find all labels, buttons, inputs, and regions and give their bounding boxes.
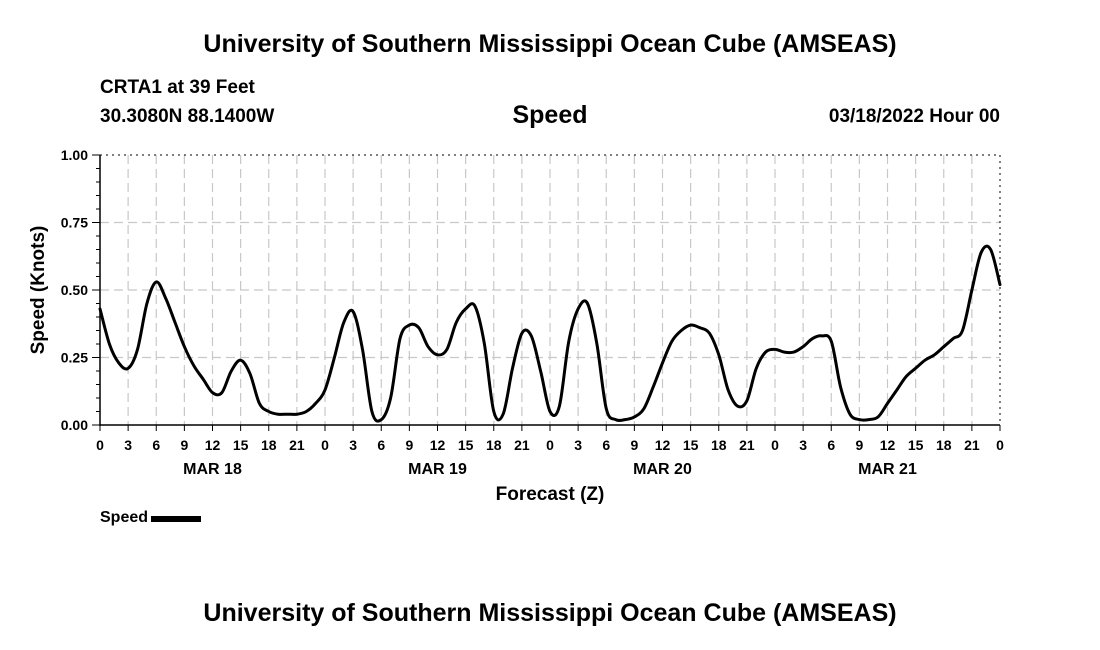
forecast-datetime: 03/18/2022 Hour 00 [828,106,1000,127]
x-tick-label: 15 [233,437,249,453]
y-tick-label: 0.25 [61,350,88,366]
x-tick-label: 21 [964,437,980,453]
x-tick-label: 21 [289,437,305,453]
x-tick-label: 3 [799,437,807,453]
x-tick-label: 18 [936,437,952,453]
x-tick-label: 18 [711,437,727,453]
x-tick-label: 6 [377,437,385,453]
x-tick-label: 0 [96,437,104,453]
series-line-speed [98,244,1002,423]
x-tick-label: 3 [349,437,357,453]
y-tick-label: 0.50 [61,282,88,298]
x-tick-label: 3 [574,437,582,453]
x-tick-label: 12 [205,437,221,453]
x-tick-label: 0 [546,437,554,453]
legend-label: Speed [100,509,149,526]
x-tick-label: 3 [124,437,132,453]
x-tick-label: 21 [739,437,755,453]
grid-lines [100,154,1001,425]
station-label: CRTA1 at 39 Feet [100,77,255,98]
series-group [98,244,1002,423]
legend: Speed [100,509,202,527]
x-day-label: MAR 20 [633,461,692,478]
x-tick-label: 0 [321,437,329,453]
x-tick-label: 15 [683,437,699,453]
x-day-label: MAR 21 [858,461,917,478]
footer-title: University of Southern Mississippi Ocean… [203,599,897,627]
x-tick-label: 6 [827,437,835,453]
x-tick-label: 21 [514,437,530,453]
x-tick-label: 9 [180,437,188,453]
x-tick-label: 9 [855,437,863,453]
y-axis-label: Speed (Knots) [28,226,49,355]
x-day-label: MAR 19 [408,461,467,478]
axis-labels: Forecast (Z) Speed (Knots) [28,226,604,505]
y-tick-label: 0.00 [61,417,88,433]
y-tick-label: 1.00 [61,147,88,163]
x-tick-label: 18 [261,437,277,453]
x-tick-label: 15 [908,437,924,453]
axes: 0.00 0.25 0.50 0.75 1.00 0 3 6 9 12 15 18 21 0 3 6 9 12 15… [61,147,1004,478]
x-day-label: MAR 18 [183,461,242,478]
x-tick-label: 0 [996,437,1004,453]
speed-chart: 0.00 0.25 0.50 0.75 1.00 0 3 6 9 12 15 18 21 0 3 6 9 12 15… [28,147,1004,505]
x-tick-label: 6 [152,437,160,453]
page-title: University of Southern Mississippi Ocean… [203,30,897,58]
coordinates-label: 30.3080N 88.1400W [100,106,275,127]
x-tick-label: 12 [655,437,671,453]
chart-title: Speed [512,101,588,129]
x-tick-label: 15 [458,437,474,453]
x-tick-label: 6 [602,437,610,453]
y-tick-label: 0.75 [61,215,88,231]
x-axis-label: Forecast (Z) [496,484,605,505]
x-tick-label: 9 [630,437,638,453]
x-tick-label: 0 [771,437,779,453]
x-tick-label: 12 [880,437,896,453]
x-tick-label: 18 [486,437,502,453]
x-tick-label: 12 [430,437,446,453]
x-tick-label: 9 [405,437,413,453]
legend-swatch [151,516,202,522]
